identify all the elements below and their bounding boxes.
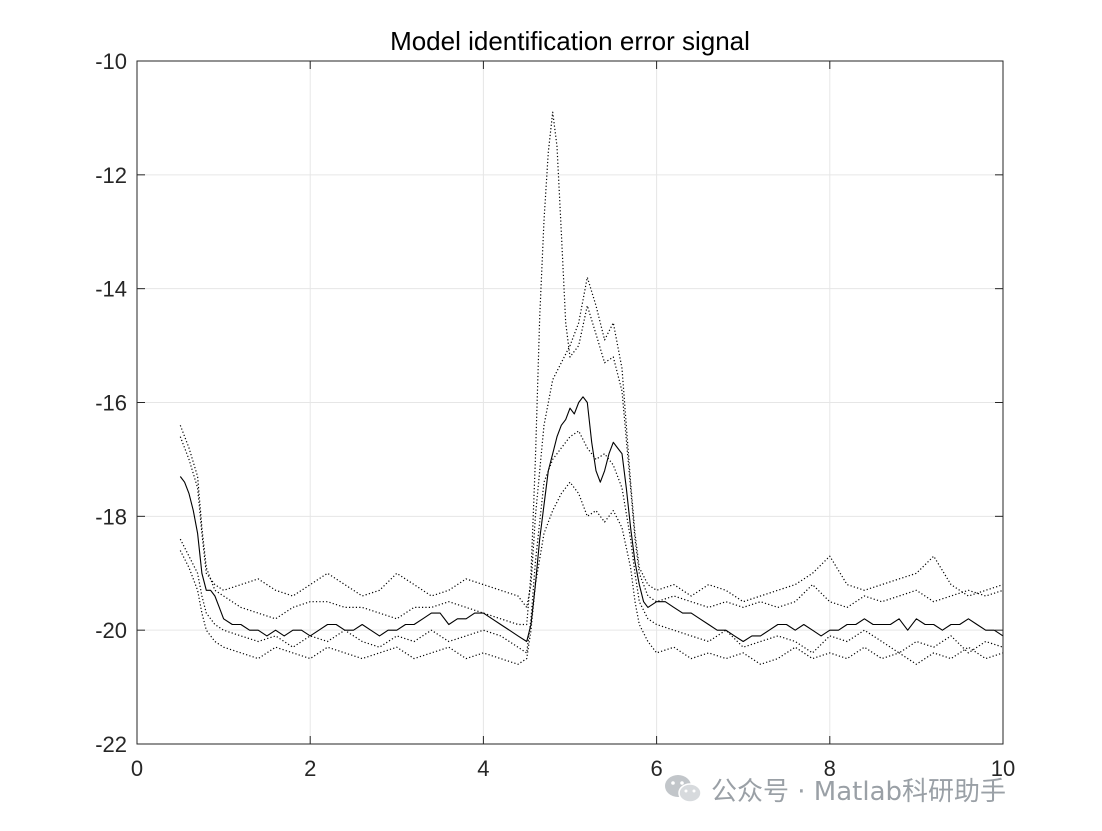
y-tick-label: -18 [95, 504, 127, 529]
series-line-4 [179, 430, 1004, 654]
y-tick-label: -14 [95, 277, 127, 302]
x-tick-label: 6 [650, 756, 662, 781]
x-tick-label: 0 [131, 756, 143, 781]
series-layer [179, 111, 1004, 665]
x-tick-label: 10 [991, 756, 1015, 781]
axes: 0 2 4 6 8 10 -10 -12 -14 -16 -18 -20 -22 [95, 49, 1015, 781]
y-tick-label: -10 [95, 49, 127, 74]
series-line-1 [179, 396, 1004, 643]
y-tick-label: -22 [95, 732, 127, 757]
watermark-text: 公众号 · Matlab科研助手 [711, 776, 1007, 807]
series-line-5 [179, 481, 1004, 665]
y-tick-label: -16 [95, 391, 127, 416]
x-tick-label: 2 [304, 756, 316, 781]
x-tick-label: 8 [824, 756, 836, 781]
watermark: 公众号 · Matlab科研助手 [663, 770, 1006, 808]
y-tick-label: -12 [95, 163, 127, 188]
chart-title: Model identification error signal [390, 26, 750, 56]
wechat-icon [665, 775, 702, 803]
x-tick-label: 4 [477, 756, 489, 781]
y-tick-label: -20 [95, 618, 127, 643]
